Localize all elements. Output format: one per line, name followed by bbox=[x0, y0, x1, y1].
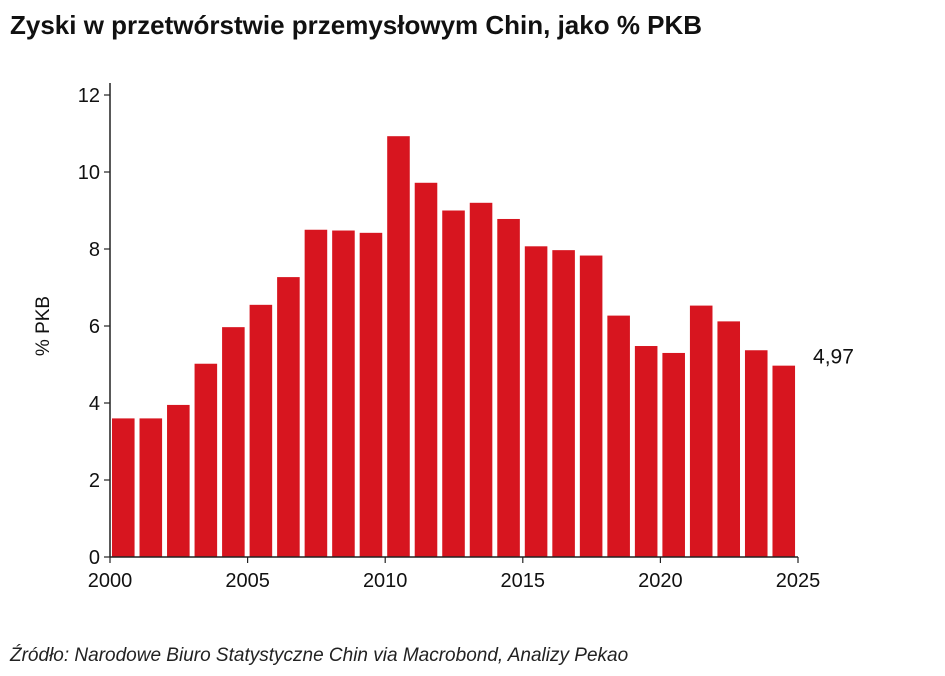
bar-2024 bbox=[772, 365, 796, 557]
bar-2005 bbox=[249, 304, 273, 557]
bar-2000 bbox=[112, 418, 135, 557]
bar-2016 bbox=[552, 250, 575, 557]
bar-2009 bbox=[359, 232, 383, 557]
source-note: Źródło: Narodowe Biuro Statystyczne Chin… bbox=[10, 645, 629, 666]
y-tick-label: 12 bbox=[78, 85, 100, 107]
bar-2002 bbox=[167, 404, 190, 557]
bar-2020 bbox=[662, 352, 685, 557]
bars-group bbox=[112, 136, 796, 558]
last-value-annotation: 4,97 bbox=[813, 346, 854, 369]
y-tick-label: 2 bbox=[89, 470, 100, 492]
x-tick-label: 2005 bbox=[225, 570, 270, 592]
y-tick-label: 4 bbox=[89, 393, 100, 415]
bar-2004 bbox=[222, 327, 245, 557]
bar-2022 bbox=[717, 321, 741, 557]
bar-2013 bbox=[469, 202, 493, 558]
y-tick-label: 10 bbox=[78, 162, 100, 184]
y-ticks-group: 0 2 4 6 8 10 12 bbox=[78, 85, 110, 569]
x-tick-label: 2000 bbox=[88, 570, 133, 592]
bar-2017 bbox=[579, 255, 603, 558]
y-tick-label: 6 bbox=[89, 316, 100, 338]
chart-title: Zyski w przetwórstwie przemysłowym Chin,… bbox=[10, 10, 703, 40]
bar-chart: 0 2 4 6 8 10 12 2000 2005 2010 2015 2020 2025 % PKB… bbox=[33, 83, 854, 592]
bar-2007 bbox=[304, 229, 328, 557]
y-tick-label: 8 bbox=[89, 239, 100, 261]
bar-2019 bbox=[634, 346, 658, 557]
bar-2014 bbox=[497, 218, 520, 557]
bar-2018 bbox=[607, 315, 630, 557]
bar-2006 bbox=[277, 277, 300, 557]
bar-2012 bbox=[442, 210, 465, 557]
y-tick-label: 0 bbox=[89, 547, 100, 569]
bar-2023 bbox=[744, 350, 768, 557]
y-axis-label: % PKB bbox=[33, 296, 54, 356]
x-tick-label: 2025 bbox=[776, 570, 821, 592]
x-tick-label: 2020 bbox=[638, 570, 683, 592]
bar-2021 bbox=[689, 305, 713, 557]
x-tick-label: 2015 bbox=[501, 570, 546, 592]
bar-2015 bbox=[524, 246, 548, 557]
x-tick-label: 2010 bbox=[363, 570, 408, 592]
bar-2003 bbox=[194, 363, 218, 557]
bar-2008 bbox=[332, 230, 355, 557]
bar-2011 bbox=[414, 182, 438, 557]
bar-2001 bbox=[139, 418, 163, 557]
bar-2010 bbox=[387, 136, 410, 557]
x-ticks-group: 2000 2005 2010 2015 2020 2025 bbox=[88, 557, 821, 592]
